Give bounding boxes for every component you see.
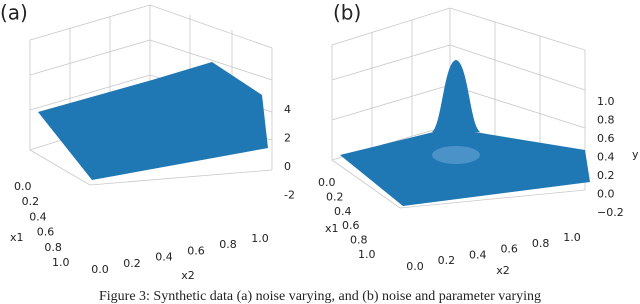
panel-label: (b)	[333, 1, 361, 25]
x1-tick-label: 0.0	[14, 180, 32, 193]
z-tick-label: −0.2	[597, 206, 624, 219]
x1-tick-label: 0.8	[350, 234, 368, 247]
scatter-peak-b	[432, 60, 480, 132]
scatter-cloud-a	[38, 62, 268, 180]
z-tick-label: 0.0	[597, 188, 615, 201]
x1-axis-label: x1	[325, 222, 339, 235]
z-tick-label: 0.6	[597, 132, 615, 145]
caption: Figure 3: Synthetic data (a) noise varyi…	[99, 289, 541, 304]
x2-axis-label: x2	[496, 264, 510, 277]
x2-tick-label: 0.0	[406, 260, 424, 273]
z-tick-label: 0.2	[597, 169, 615, 182]
z-tick-label: 1.0	[597, 95, 615, 108]
scatter-base-b	[340, 128, 590, 206]
x2-tick-label: 0.6	[187, 244, 205, 257]
x2-tick-label: 0.2	[123, 257, 141, 270]
x2-tick-label: 0.2	[438, 254, 456, 267]
x2-tick-label: 1.0	[563, 231, 581, 244]
x1-tick-label: 0.2	[22, 195, 39, 208]
x1-tick-label: 0.6	[342, 219, 360, 232]
x1-tick-label: 1.0	[52, 256, 70, 269]
x1-tick-label: 0.0	[318, 176, 336, 189]
z-tick-label: 0.4	[597, 151, 615, 164]
z-tick-label: 0.8	[597, 114, 615, 127]
x1-tick-label: 0.2	[326, 190, 344, 203]
scatter-ring-b	[432, 146, 480, 164]
z-axis-label: y	[632, 148, 639, 161]
z-tick-label: 2	[284, 132, 291, 145]
x1-tick-label: 0.6	[37, 226, 55, 239]
x1-tick-label: 0.4	[334, 205, 352, 218]
x1-tick-label: 0.4	[29, 210, 47, 223]
panel-label: (a)	[0, 1, 28, 25]
x2-axis-label: x2	[181, 269, 195, 282]
x1-tick-label: 0.8	[44, 241, 62, 254]
x1-tick-label: 1.0	[358, 248, 376, 261]
z-tick-label: 4	[284, 103, 291, 116]
x1-axis-label: x1	[10, 231, 24, 244]
x2-tick-label: 0.8	[532, 237, 550, 250]
z-tick-label: -2	[284, 189, 295, 202]
x2-tick-label: 0.0	[91, 263, 109, 276]
z-tick-label: 0	[284, 160, 291, 173]
x2-tick-label: 0.4	[469, 248, 487, 261]
x2-tick-label: 0.6	[500, 243, 518, 256]
x2-tick-label: 0.8	[219, 238, 237, 251]
x2-tick-label: 0.4	[155, 251, 173, 264]
x2-tick-label: 1.0	[251, 232, 269, 245]
